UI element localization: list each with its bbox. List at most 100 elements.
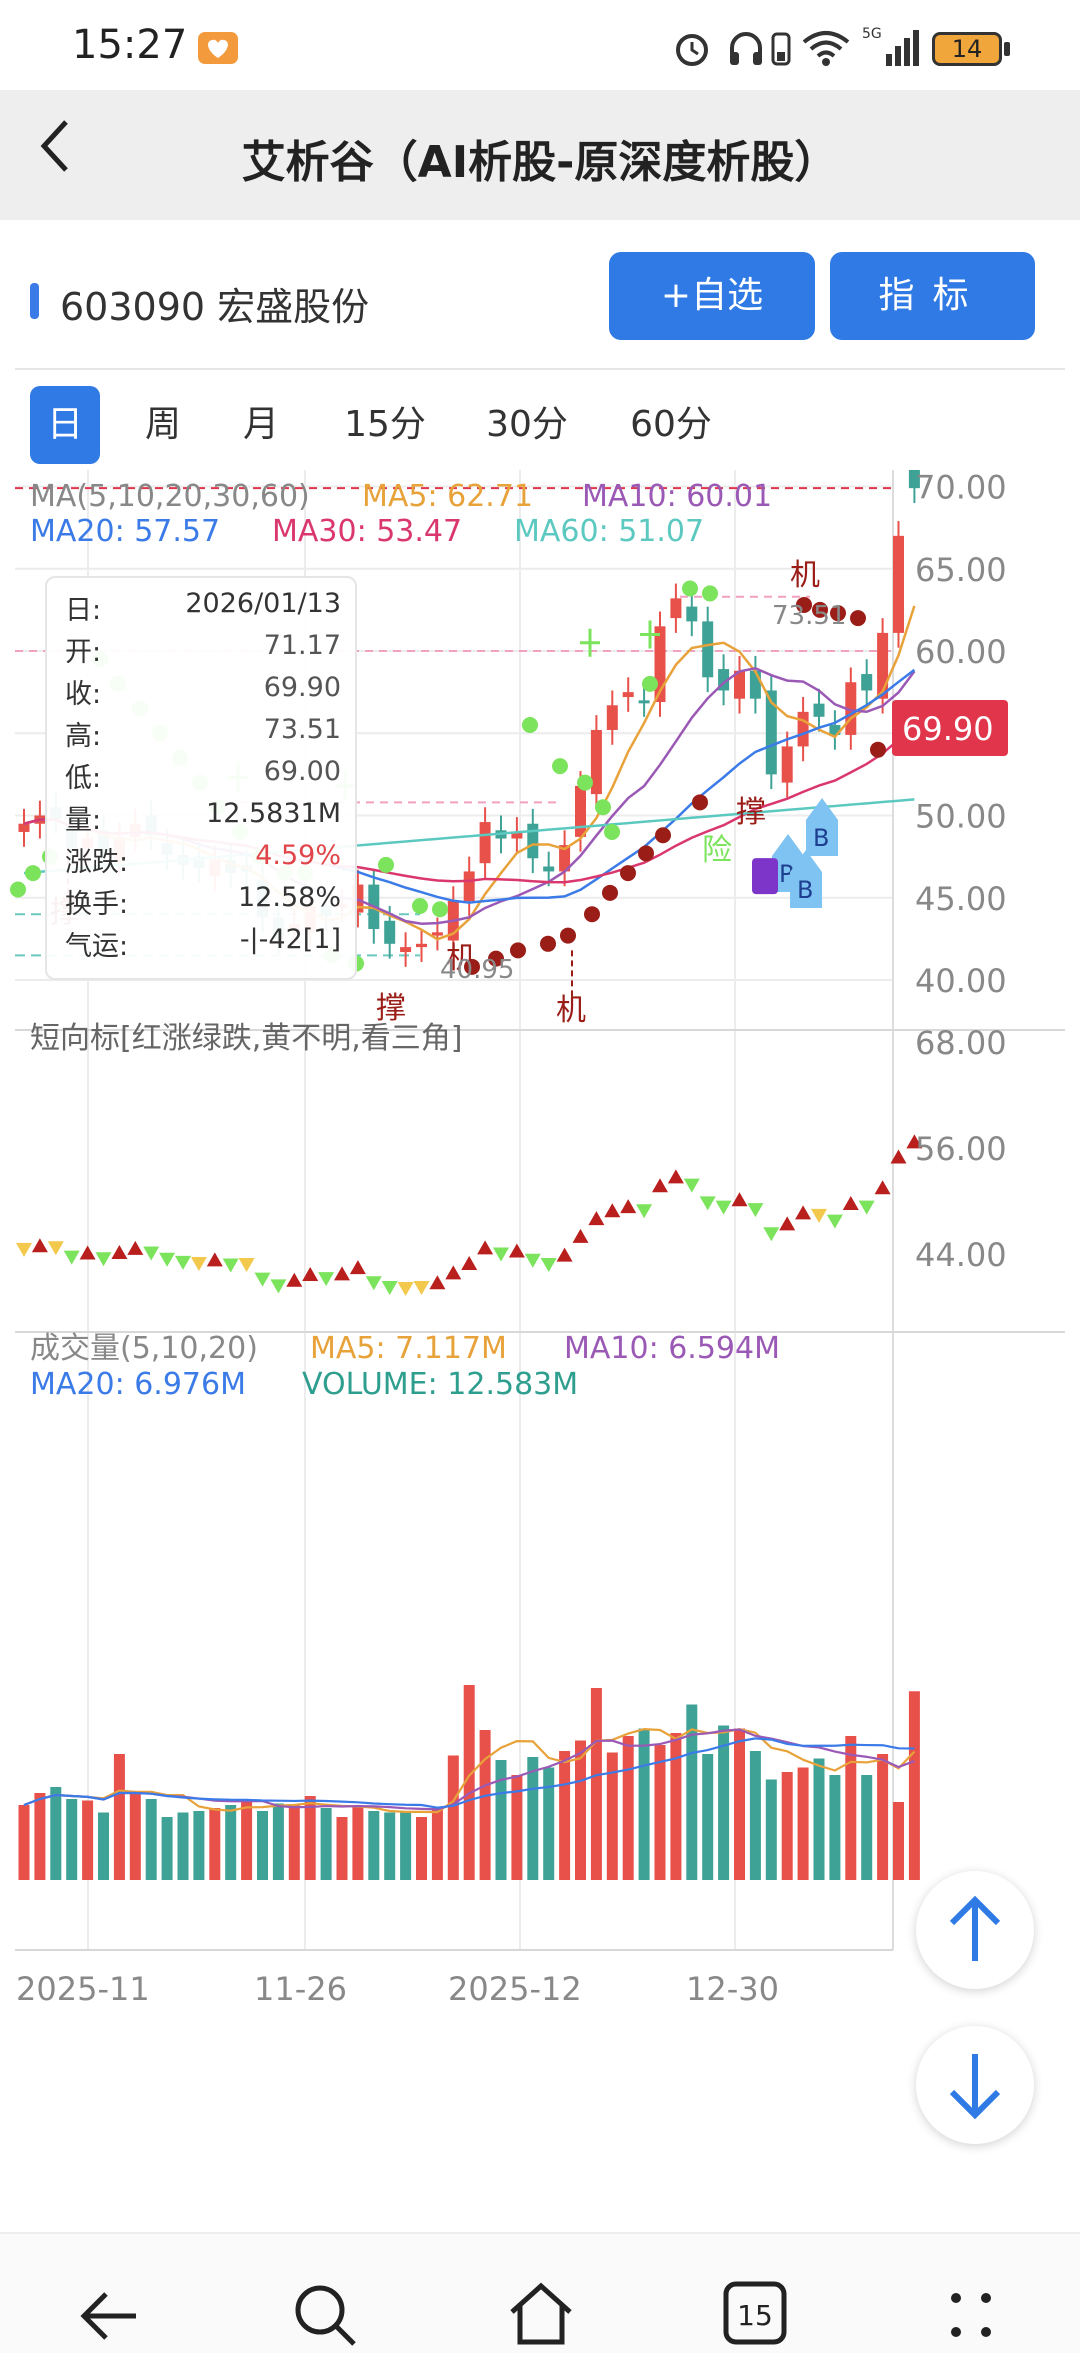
volume-bar (66, 1799, 78, 1880)
volume-ma5-line (23, 1727, 916, 1814)
info-row-date: 日: 2026/01/13 (65, 588, 341, 626)
green-trend-dot (702, 585, 718, 602)
buy-signal-label: B (813, 824, 829, 852)
direction-triangle (731, 1192, 748, 1207)
indicator-button[interactable]: 指标 (830, 252, 1035, 340)
red-trend-dot (620, 865, 636, 882)
candle-info-panel: 日: 2026/01/13 开: 71.17 收: 69.90 高: 73.51 低: 6… (45, 576, 357, 980)
direction-triangle (842, 1195, 859, 1210)
volume-value-legend: VOLUME: 12.583M (302, 1367, 578, 1402)
volume-bar (161, 1817, 173, 1880)
chevron-left-icon (40, 120, 68, 172)
tab-week[interactable]: 周 (144, 404, 181, 445)
direction-triangle (95, 1252, 112, 1267)
candle-body (908, 470, 920, 489)
tab-30min[interactable]: 30分 (486, 404, 568, 445)
status-time: 15:27 (72, 22, 188, 68)
price-tick-label: 65.00 (915, 551, 1007, 589)
green-cross-marker (580, 628, 600, 657)
risk-signal-label: 险 (702, 833, 732, 868)
chance-signal-label: 机 (556, 993, 586, 1028)
short-indicator-title: 短向标[红涨绿跌,黄不明,看三角] (30, 1021, 462, 1056)
buy-signal-badge (806, 798, 838, 856)
green-trend-dot (595, 799, 611, 816)
candle-body (670, 598, 682, 619)
buy-signal-badge (790, 850, 822, 908)
nav-back-icon[interactable] (76, 2286, 142, 2346)
info-row-open: 开: 71.17 (65, 630, 341, 668)
volume-bar (368, 1811, 380, 1880)
scroll-down-button[interactable] (916, 2026, 1034, 2144)
direction-triangle (858, 1200, 875, 1215)
app-header (0, 90, 1080, 220)
candle-body (527, 823, 539, 859)
volume-bar (845, 1736, 857, 1880)
tab-day[interactable]: 日 (30, 386, 100, 464)
volume-bar (384, 1812, 396, 1880)
back-button[interactable] (36, 116, 96, 186)
candle-body (18, 823, 30, 832)
green-trend-dot (522, 717, 538, 734)
direction-triangle (111, 1245, 128, 1260)
candle-body (877, 632, 889, 699)
direction-triangle (159, 1252, 176, 1267)
green-trend-dot (577, 774, 593, 791)
scroll-up-button[interactable] (916, 1871, 1034, 1989)
direction-triangle (890, 1149, 907, 1164)
price-tick-label: 45.00 (915, 880, 1007, 918)
candle-body (654, 626, 666, 702)
direction-triangle (222, 1258, 239, 1273)
add-watchlist-button[interactable]: +自选 (609, 252, 815, 340)
date-tick-label: 2025-12 (448, 1970, 582, 2008)
nav-home-icon[interactable] (506, 2280, 576, 2348)
volume-bar (145, 1799, 157, 1880)
chance-signal-label: 机 (446, 941, 476, 976)
direction-triangle (906, 1134, 923, 1149)
system-nav-bar (0, 2232, 1080, 2353)
direction-triangle (206, 1252, 223, 1267)
nav-search-icon[interactable] (292, 2282, 358, 2348)
direction-triangle (779, 1216, 796, 1231)
direction-triangle (270, 1279, 287, 1294)
nav-tabs-count: 15 (737, 2299, 773, 2332)
candle-body (622, 692, 634, 698)
tab-month[interactable]: 月 (242, 404, 279, 445)
volume-bar (82, 1800, 94, 1880)
direction-triangle (826, 1214, 843, 1229)
direction-triangle (175, 1255, 191, 1270)
price-tick-label: 50.00 (915, 798, 1007, 836)
red-trend-dot (602, 884, 618, 901)
current-price-label: 69.90 (902, 710, 994, 748)
volume-bar (272, 1803, 284, 1880)
green-trend-dot (25, 865, 41, 882)
purple-signal-badge (752, 858, 778, 895)
nav-tabs-icon[interactable]: 15 (722, 2280, 788, 2346)
candle-body (511, 831, 523, 839)
direction-triangle (79, 1245, 96, 1260)
direction-triangle (763, 1227, 780, 1242)
candle-body (606, 705, 618, 730)
candle-body (559, 845, 571, 872)
direction-triangle (477, 1240, 494, 1255)
volume-bar (193, 1811, 205, 1880)
info-row-fortune: 气运: -|-42[1] (65, 924, 341, 962)
candle-body (797, 711, 809, 747)
volume-bar (749, 1751, 761, 1880)
volume-bar (527, 1757, 539, 1880)
tab-15min[interactable]: 15分 (344, 404, 426, 445)
arrow-up-icon (949, 1895, 1001, 1961)
candle-body (575, 785, 586, 837)
red-trend-dot (510, 942, 526, 959)
tab-60min[interactable]: 60分 (630, 404, 712, 445)
candle-body (543, 866, 555, 872)
volume-bar (590, 1688, 602, 1880)
direction-triangle (811, 1208, 827, 1223)
red-trend-dot (830, 605, 846, 622)
stock-marker (30, 283, 39, 319)
volume-bar (813, 1758, 825, 1880)
direction-triangle (874, 1180, 891, 1195)
red-trend-dot (692, 794, 708, 811)
candle-body (686, 606, 698, 622)
volume-bar (431, 1808, 443, 1880)
nav-menu-icon[interactable] (946, 2288, 996, 2342)
